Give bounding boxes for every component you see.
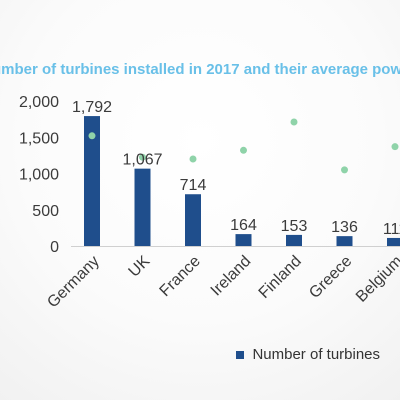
bar-finland (286, 234, 302, 246)
dot-series (88, 118, 399, 174)
bar-value-label: 153 (281, 218, 308, 235)
bar-value-label: 1,067 (122, 152, 162, 169)
dot-point (290, 118, 298, 126)
dot-point (341, 166, 348, 174)
bar-germany (84, 116, 100, 246)
bar-value-labels: 1,792 1,067 714 164 153 136 111 (72, 99, 400, 238)
x-tick-label: France (157, 253, 204, 300)
dot-point (88, 132, 96, 140)
bar-france (185, 194, 201, 246)
bar-value-label: 1,792 (72, 99, 112, 116)
bar-value-label: 714 (180, 177, 207, 194)
y-tick-label: 0 (50, 239, 59, 256)
y-tick-label: 1,000 (19, 167, 59, 184)
x-tick-label: Germany (44, 253, 103, 312)
bar-greece (336, 236, 353, 246)
y-tick-label: 2,000 (19, 94, 59, 111)
dot-point (240, 146, 247, 154)
legend: Number of turbines (236, 346, 380, 364)
x-tick-label: Greece (306, 253, 355, 302)
bar-value-label: 136 (331, 219, 358, 236)
bar-value-label: 164 (230, 217, 257, 234)
bar-value-label: 111 (383, 221, 400, 238)
x-tick-label: Belgium (353, 253, 400, 306)
legend-swatch (236, 350, 244, 359)
bar-ireland (235, 234, 252, 246)
x-tick-label: UK (126, 253, 154, 281)
x-axis-labels: Germany UK France Ireland Finland GreeceBelgi… (44, 253, 400, 312)
bar-belgium (387, 237, 400, 246)
y-tick-label: 1,500 (19, 130, 59, 147)
bar-series (84, 116, 400, 246)
y-tick-label: 500 (32, 203, 59, 220)
dot-point (139, 153, 146, 161)
x-tick-label: Finland (256, 253, 305, 302)
y-axis-ticks: 0 500 1,000 1,500 2,000 (19, 94, 59, 256)
dot-point (189, 155, 197, 163)
chart-title: umber of turbines installed in 2017 and … (0, 61, 400, 78)
legend-label: Number of turbines (252, 346, 381, 364)
x-tick-label: Ireland (208, 253, 255, 300)
dot-point (391, 143, 399, 151)
bar-uk (134, 168, 151, 246)
